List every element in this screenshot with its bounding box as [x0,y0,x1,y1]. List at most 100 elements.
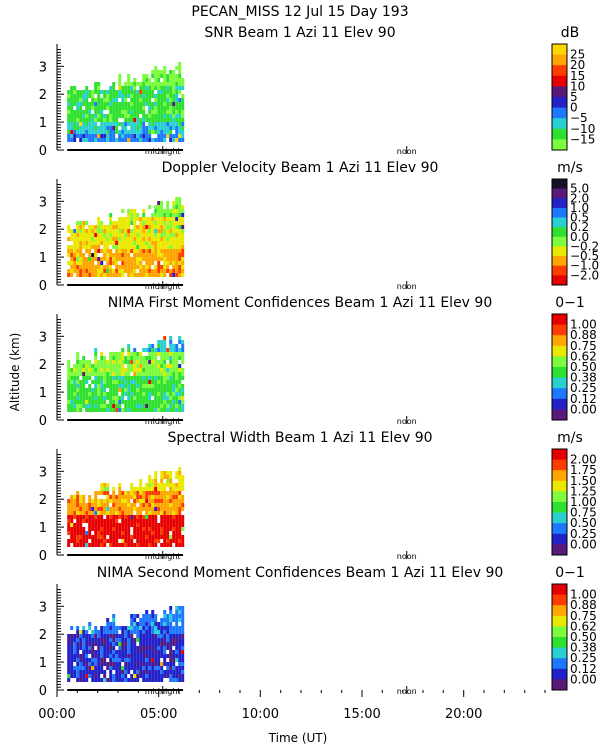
heatmap-cell [82,360,86,364]
heatmap-cell [142,674,146,678]
heatmap-cell [136,626,140,630]
heatmap-cell [136,523,140,527]
heatmap-cell [175,650,179,654]
heatmap-cell [67,678,71,682]
colorbar-swatch [552,409,567,421]
heatmap-cell [157,241,161,245]
heatmap-cell [100,650,104,654]
colorbar-label: 0.25 [570,527,597,541]
heatmap-cell [127,364,131,368]
heatmap-cell [112,658,116,662]
heatmap-cell [121,225,125,229]
heatmap-cell [124,257,128,261]
heatmap-cell [79,130,83,134]
heatmap-cell [154,503,158,507]
heatmap-cell [178,507,182,511]
heatmap-cell [73,658,77,662]
heatmap-cell [94,642,98,646]
heatmap-cell [145,499,149,503]
heatmap-cell [67,674,71,678]
heatmap-cell [100,638,104,642]
heatmap-cell [94,384,98,388]
colorbar-label: 1.75 [570,463,597,477]
heatmap-cell [154,102,158,106]
colorbar-swatch [552,54,567,66]
heatmap-cell [73,94,77,98]
heatmap-cell [127,237,131,241]
heatmap-cell [178,229,182,233]
heatmap-cell [79,372,83,376]
heatmap-cell [133,122,137,126]
heatmap-cell [67,646,71,650]
heatmap-cell [100,98,104,102]
colorbar-label: 25 [570,48,585,62]
heatmap-cell [106,642,110,646]
heatmap-cell [106,487,110,491]
heatmap-cell [88,634,92,638]
heatmap-cell [79,535,83,539]
heatmap-cell [79,523,83,527]
heatmap-cell [109,499,113,503]
heatmap-cell [145,241,149,245]
heatmap-cell [178,74,182,78]
heatmap-cell [97,118,101,122]
heatmap-cell [178,86,182,90]
heatmap-cell [88,384,92,388]
heatmap-cell [124,392,128,396]
heatmap-cell [151,380,155,384]
heatmap-cell [124,503,128,507]
heatmap-cell [106,225,110,229]
heatmap-cell [118,400,122,404]
heatmap-cell [106,654,110,658]
heatmap-cell [160,273,164,277]
heatmap-cell [178,523,182,527]
heatmap-cell [169,499,173,503]
panel-4: Spectral Width Beam 1 Azi 11 Elev 90 m/s0… [39,430,597,564]
heatmap-cell [148,348,152,352]
heatmap-cell [127,670,131,674]
heatmap-cell [142,110,146,114]
heatmap-cell [154,110,158,114]
heatmap-cell [160,138,164,142]
heatmap-cell [115,404,119,408]
heatmap-cell [73,674,77,678]
heatmap-cell [163,471,167,475]
heatmap-cell [79,134,83,138]
heatmap-cell [94,368,98,372]
heatmap-cell [151,404,155,408]
heatmap-cell [139,535,143,539]
heatmap-cell [172,110,176,114]
heatmap-cell [148,90,152,94]
heatmap-cell [181,622,185,626]
heatmap-cell [178,114,182,118]
heatmap-cell [172,392,176,396]
heatmap-cell [112,273,116,277]
heatmap-cell [118,384,122,388]
heatmap-cell [154,622,158,626]
heatmap-cell [121,360,125,364]
heatmap-cell [82,634,86,638]
heatmap-cell [175,197,179,201]
heatmap-cell [70,98,74,102]
heatmap-cell [118,408,122,412]
heatmap-cell [160,515,164,519]
heatmap-cell [166,78,170,82]
colorbar-swatch [552,367,567,379]
heatmap-cell [124,495,128,499]
heatmap-cell [166,519,170,523]
heatmap-cell [151,618,155,622]
heatmap-cell [181,360,185,364]
heatmap-cell [154,400,158,404]
heatmap-cell [67,499,71,503]
colorbar-label: 0.00 [570,537,597,551]
heatmap-cell [154,535,158,539]
heatmap-cell [148,535,152,539]
heatmap-cell [67,503,71,507]
heatmap-cell [106,368,110,372]
heatmap-cell [133,364,137,368]
heatmap-cell [130,364,134,368]
heatmap-cell [175,348,179,352]
y-tick-label: 1 [39,251,47,266]
heatmap-cell [67,527,71,531]
heatmap-cell [118,666,122,670]
